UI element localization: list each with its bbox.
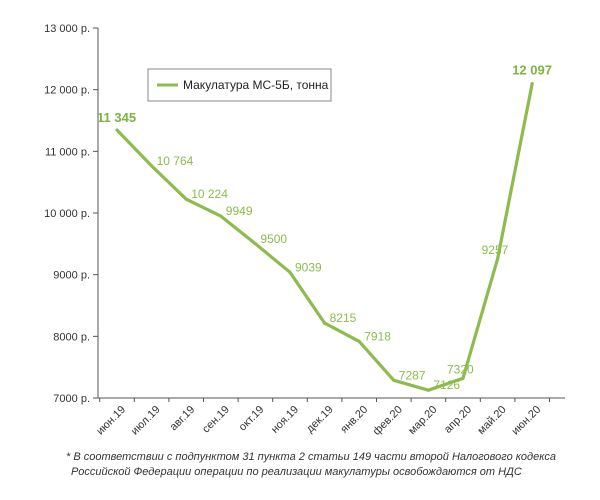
data-point <box>426 388 430 392</box>
data-label: 10 764 <box>157 154 194 168</box>
x-tick-label: апр.20 <box>442 404 474 436</box>
data-label: 7320 <box>447 362 474 376</box>
x-tick-label: ноя.19 <box>269 404 301 436</box>
x-tick-label: фев.20 <box>371 404 405 438</box>
data-point <box>357 339 361 343</box>
series-line <box>115 82 534 392</box>
data-label: 9949 <box>226 204 253 218</box>
y-tick-label: 10 000 р. <box>44 208 90 220</box>
data-point <box>184 197 188 201</box>
data-point <box>150 164 154 168</box>
x-tick-label: сен.19 <box>200 404 232 436</box>
data-point <box>219 214 223 218</box>
data-label: 8215 <box>330 311 357 325</box>
data-point <box>288 270 292 274</box>
footnote: * В соответствии с подпунктом 31 пункта … <box>66 450 566 480</box>
data-label: 7126 <box>433 378 460 392</box>
x-tick-label: дек.19 <box>304 404 336 436</box>
y-tick-label: 13 000 р. <box>44 23 90 35</box>
data-point <box>323 321 327 325</box>
data-label: 9039 <box>295 260 322 274</box>
y-tick-label: 7000 р. <box>53 393 90 405</box>
data-point <box>115 128 119 132</box>
data-label: 9257 <box>482 243 509 257</box>
data-label: 12 097 <box>512 63 552 78</box>
x-tick-label: авг.19 <box>168 404 198 434</box>
data-label: 10 224 <box>191 187 228 201</box>
data-point <box>496 257 500 261</box>
x-tick-label: мар.20 <box>406 404 439 437</box>
data-labels: 11 345 10 764 10 224 9949 9500 9039 8215 7918 72… <box>97 63 552 393</box>
x-tick-label: июл.19 <box>129 404 163 438</box>
x-tick-label: окт.19 <box>237 404 267 434</box>
data-point <box>253 242 257 246</box>
data-point <box>530 82 534 86</box>
series-lines <box>115 82 534 392</box>
y-tick-label: 9000 р. <box>53 270 90 282</box>
footnote-line-1: * В соответствии с подпунктом 31 пункта … <box>66 451 556 463</box>
y-tick-label: 12 000 р. <box>44 85 90 97</box>
legend: Макулатура МС-5Б, тонна <box>147 68 332 102</box>
data-label: 11 345 <box>97 110 136 125</box>
data-label: 7287 <box>399 368 426 382</box>
footnote-line-2: Российской Федерации операции по реализа… <box>71 466 522 478</box>
data-label: 9500 <box>260 232 287 246</box>
data-point <box>461 376 465 380</box>
x-tick-label: май.20 <box>475 404 508 437</box>
x-tick-labels: июн.19 июл.19 авг.19 сен.19 окт.19 ноя.19 дек.… <box>94 398 550 438</box>
legend-label: Макулатура МС-5Б, тонна <box>183 78 329 92</box>
x-tick-label: июн.19 <box>94 404 128 438</box>
x-tick-label: июн.20 <box>510 404 544 438</box>
data-label: 7918 <box>364 329 391 343</box>
y-tick-label: 8000 р. <box>53 331 90 343</box>
data-point <box>392 378 396 382</box>
y-tick-label: 11 000 р. <box>45 146 90 158</box>
legend-box <box>147 68 332 102</box>
y-tick-labels: 7000 р. 8000 р. 9000 р. 10 000 р. 11 000 р. 1… <box>44 23 98 405</box>
x-tick-label: янв.20 <box>338 404 370 436</box>
